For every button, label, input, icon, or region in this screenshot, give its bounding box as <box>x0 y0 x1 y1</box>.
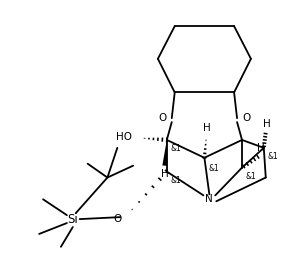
Text: O: O <box>113 214 121 224</box>
Text: &1: &1 <box>171 176 181 184</box>
Text: &1: &1 <box>208 164 219 173</box>
Text: H: H <box>263 119 271 129</box>
Text: H: H <box>257 143 265 153</box>
Text: &1: &1 <box>171 144 181 153</box>
Text: H: H <box>161 168 169 179</box>
Polygon shape <box>163 140 167 166</box>
Text: &1: &1 <box>246 172 257 180</box>
Text: Si: Si <box>67 213 78 226</box>
Text: N: N <box>205 194 213 204</box>
Text: H: H <box>202 123 210 133</box>
Text: O: O <box>242 113 250 123</box>
Text: O: O <box>159 113 167 123</box>
Text: HO: HO <box>116 132 132 142</box>
Text: &1: &1 <box>268 152 279 161</box>
